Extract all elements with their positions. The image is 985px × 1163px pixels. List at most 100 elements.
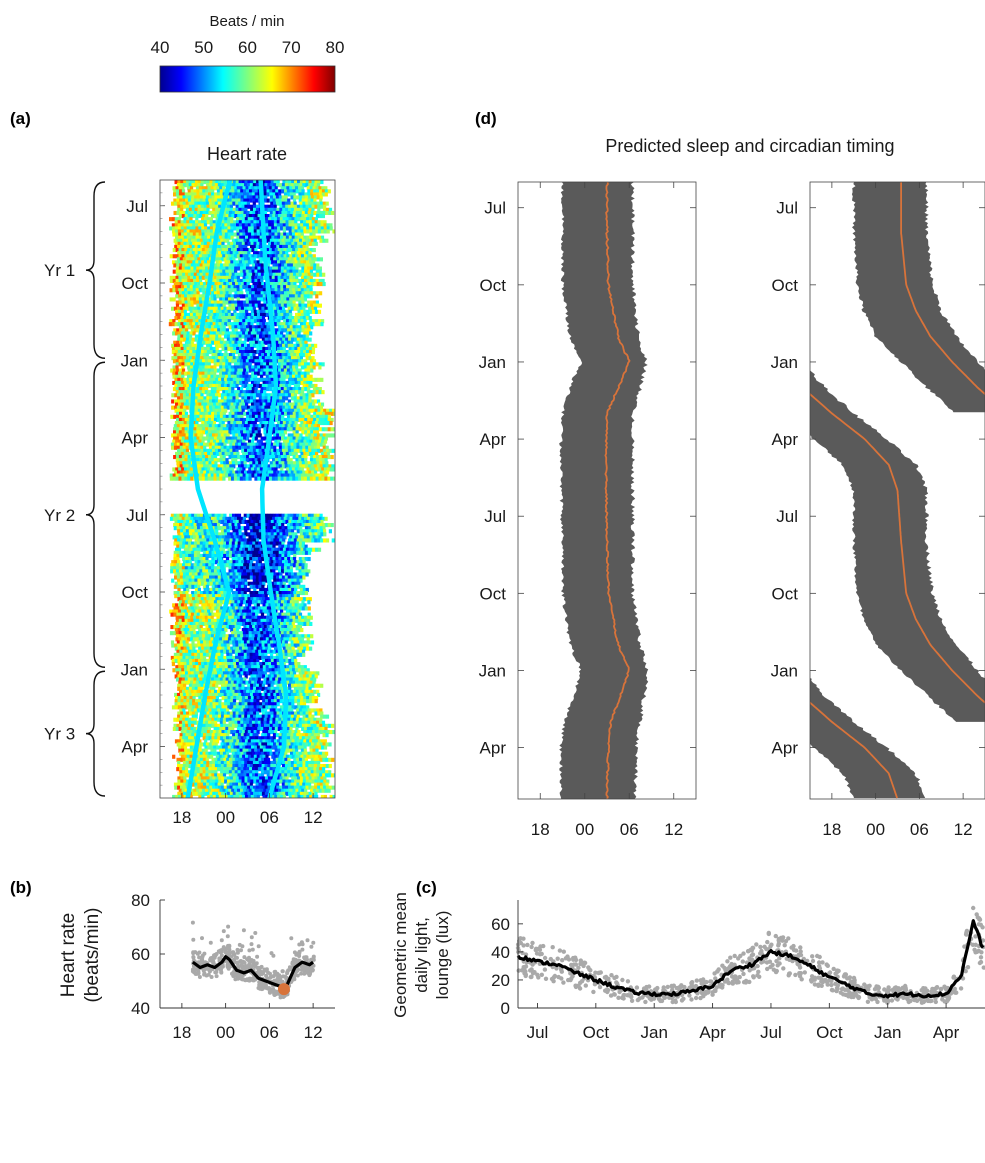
raster-cell: [193, 427, 197, 432]
raster-cell: [279, 377, 283, 382]
raster-cell: [256, 220, 260, 225]
raster-cell: [250, 204, 254, 209]
raster-cell: [219, 359, 223, 364]
raster-cell: [240, 238, 244, 243]
raster-cell: [221, 421, 225, 426]
raster-cell: [308, 337, 312, 342]
raster-cell: [234, 278, 238, 283]
raster-cell: [303, 319, 307, 324]
raster-cell: [308, 356, 312, 361]
raster-cell: [292, 476, 296, 481]
raster-cell: [174, 433, 178, 438]
raster-cell: [315, 476, 319, 481]
raster-cell: [249, 291, 253, 296]
raster-cell: [302, 396, 306, 401]
raster-cell: [223, 405, 227, 410]
raster-cell: [229, 195, 233, 200]
raster-cell: [287, 343, 291, 348]
raster-cell: [301, 390, 305, 395]
raster-cell: [210, 294, 214, 299]
raster-cell: [175, 300, 179, 305]
raster-cell: [174, 408, 178, 413]
raster-cell: [235, 201, 239, 206]
raster-cell: [272, 455, 276, 460]
raster-cell: [173, 424, 177, 429]
raster-cell: [270, 195, 274, 200]
raster-cell: [236, 371, 240, 376]
raster-cell: [244, 405, 248, 410]
raster-cell: [211, 340, 215, 345]
raster-cell: [330, 476, 334, 481]
raster-cell: [219, 325, 223, 330]
raster-cell: [275, 303, 279, 308]
raster-cell: [255, 263, 259, 268]
raster-cell: [298, 272, 302, 277]
raster-cell: [238, 180, 242, 185]
raster-cell: [242, 266, 247, 271]
raster-cell: [303, 241, 307, 246]
raster-cell: [179, 183, 183, 188]
raster-cell: [297, 260, 301, 265]
raster-cell: [198, 451, 202, 456]
raster-cell: [315, 309, 319, 314]
raster-cell: [292, 303, 296, 308]
raster-cell: [289, 266, 293, 271]
raster-cell: [312, 232, 316, 237]
raster-cell: [262, 365, 267, 370]
raster-cell: [214, 263, 218, 268]
raster-cell: [175, 387, 179, 392]
raster-cell: [265, 235, 269, 240]
raster-cell: [193, 275, 197, 280]
raster-cell: [278, 430, 282, 435]
raster-cell: [269, 368, 273, 373]
raster-cell: [192, 285, 196, 290]
raster-cell: [306, 371, 310, 376]
raster-cell: [288, 350, 292, 355]
raster-cell: [254, 192, 258, 197]
raster-cell: [294, 408, 298, 413]
raster-cell: [278, 328, 282, 333]
raster-cell: [217, 183, 221, 188]
raster-cell: [194, 383, 198, 388]
raster-cell: [228, 390, 232, 395]
raster-cell: [211, 436, 215, 441]
raster-cell: [181, 269, 185, 274]
raster-cell: [283, 362, 287, 367]
raster-cell: [237, 238, 241, 243]
raster-cell: [305, 408, 309, 413]
raster-cell: [273, 257, 277, 262]
raster-cell: [286, 192, 290, 197]
raster-cell: [324, 417, 328, 422]
raster-cell: [290, 272, 294, 277]
raster-cell: [221, 316, 225, 321]
raster-cell: [200, 201, 204, 206]
raster-cell: [258, 442, 262, 447]
raster-cell: [309, 365, 313, 370]
raster-cell: [260, 390, 264, 395]
raster-cell: [185, 445, 189, 450]
raster-cell: [194, 180, 199, 185]
raster-cell: [184, 371, 188, 376]
raster-cell: [311, 405, 315, 410]
raster-cell: [227, 309, 231, 314]
raster-cell: [182, 445, 186, 450]
raster-cell: [203, 356, 207, 361]
raster-cell: [289, 436, 293, 441]
raster-cell: [272, 282, 277, 287]
raster-cell: [246, 257, 251, 262]
raster-cell: [252, 272, 256, 277]
raster-cell: [259, 322, 263, 327]
raster-cell: [245, 371, 249, 376]
raster-cell: [212, 207, 216, 212]
raster-cell: [308, 201, 312, 206]
raster-cell: [217, 399, 221, 404]
raster-cell: [295, 291, 299, 296]
raster-cell: [323, 421, 327, 426]
raster-cell: [241, 241, 245, 246]
raster-cell: [225, 387, 229, 392]
raster-cell: [218, 285, 223, 290]
raster-cell: [250, 207, 254, 212]
raster-cell: [240, 427, 244, 432]
raster-cell: [294, 226, 298, 231]
raster-cell: [300, 232, 304, 237]
